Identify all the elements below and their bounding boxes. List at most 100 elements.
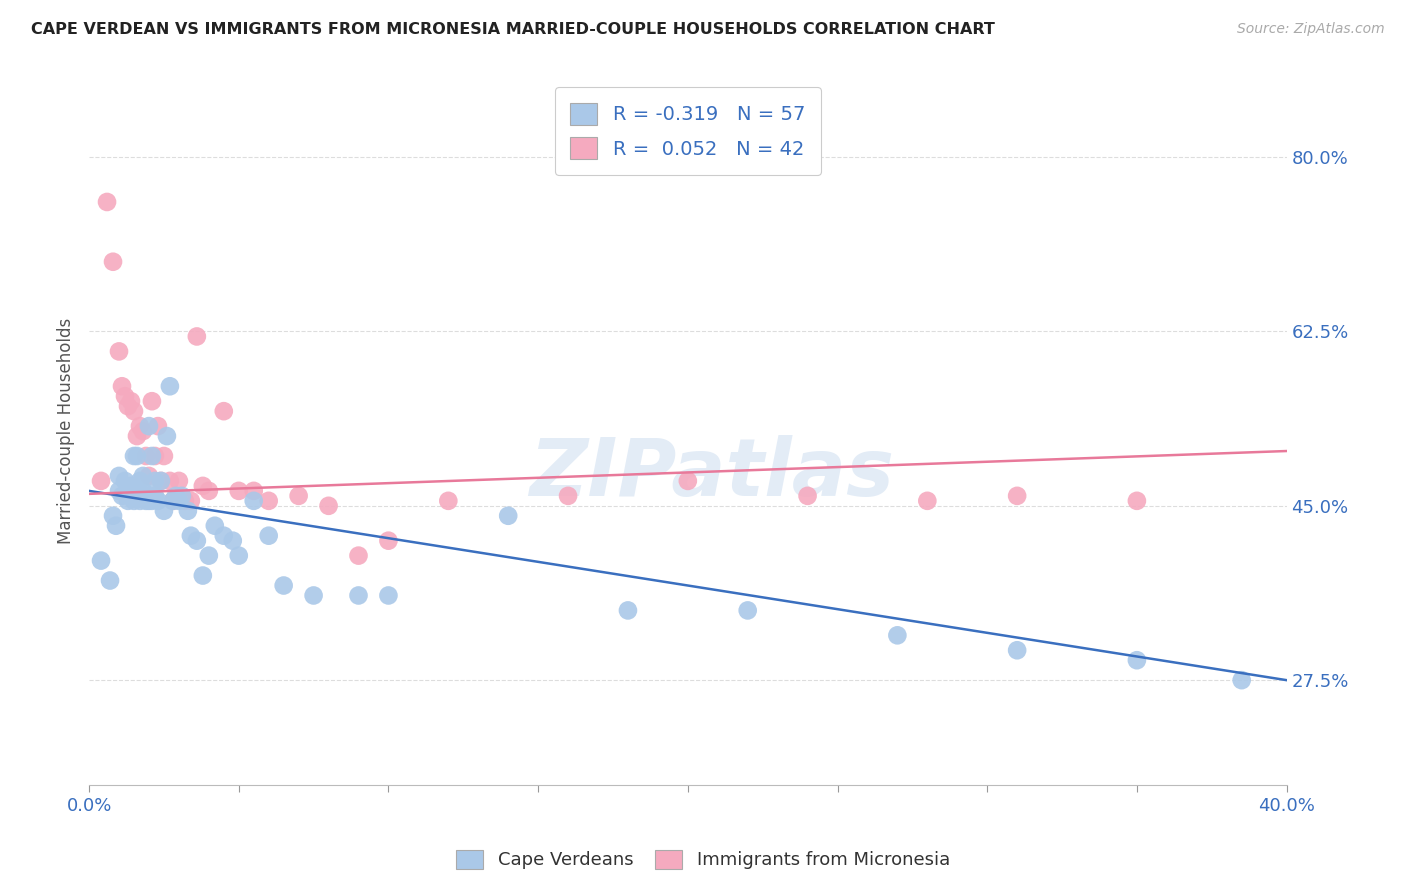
Y-axis label: Married-couple Households: Married-couple Households [58, 318, 75, 544]
Point [1005, 489, 1028, 503]
Point [1126, 653, 1149, 667]
Point [737, 603, 759, 617]
Point [114, 389, 136, 403]
Point [1126, 493, 1149, 508]
Point [96, 194, 118, 209]
Point [98, 574, 121, 588]
Point [165, 489, 187, 503]
Point [496, 508, 519, 523]
Point [198, 483, 221, 498]
Point [347, 589, 370, 603]
Point [101, 508, 124, 523]
Point [153, 504, 176, 518]
Point [377, 533, 399, 548]
Point [111, 489, 134, 503]
Point [129, 419, 152, 434]
Point [125, 429, 148, 443]
Point [170, 489, 193, 503]
Point [186, 329, 208, 343]
Point [149, 474, 172, 488]
Point [90, 474, 112, 488]
Point [886, 628, 908, 642]
Point [141, 493, 163, 508]
Point [117, 399, 139, 413]
Point [177, 504, 200, 518]
Point [318, 499, 340, 513]
Point [143, 449, 166, 463]
Point [153, 449, 176, 463]
Point [125, 479, 148, 493]
Point [149, 474, 172, 488]
Point [122, 404, 145, 418]
Point [273, 578, 295, 592]
Point [228, 549, 250, 563]
Point [101, 254, 124, 268]
Legend: R = -0.319   N = 57, R =  0.052   N = 42: R = -0.319 N = 57, R = 0.052 N = 42 [555, 87, 821, 175]
Point [617, 603, 640, 617]
Point [162, 493, 184, 508]
Point [180, 529, 202, 543]
Text: ZIPatlas: ZIPatlas [529, 434, 894, 513]
Point [120, 479, 142, 493]
Point [222, 533, 245, 548]
Point [143, 489, 166, 503]
Point [132, 424, 155, 438]
Point [156, 429, 179, 443]
Point [167, 493, 190, 508]
Point [90, 553, 112, 567]
Point [186, 533, 208, 548]
Point [138, 493, 160, 508]
Point [796, 489, 818, 503]
Point [1005, 643, 1028, 657]
Point [138, 469, 160, 483]
Point [377, 589, 399, 603]
Point [122, 493, 145, 508]
Point [173, 493, 195, 508]
Point [138, 419, 160, 434]
Point [129, 493, 152, 508]
Point [204, 518, 226, 533]
Point [143, 474, 166, 488]
Point [167, 474, 190, 488]
Point [191, 479, 214, 493]
Point [159, 379, 181, 393]
Point [132, 483, 155, 498]
Point [117, 493, 139, 508]
Point [162, 493, 184, 508]
Point [212, 404, 235, 418]
Text: CAPE VERDEAN VS IMMIGRANTS FROM MICRONESIA MARRIED-COUPLE HOUSEHOLDS CORRELATION: CAPE VERDEAN VS IMMIGRANTS FROM MICRONES… [31, 22, 995, 37]
Point [146, 493, 169, 508]
Point [146, 419, 169, 434]
Point [141, 394, 163, 409]
Point [180, 493, 202, 508]
Point [287, 489, 309, 503]
Point [132, 469, 155, 483]
Point [557, 489, 579, 503]
Point [108, 483, 131, 498]
Point [257, 493, 280, 508]
Point [917, 493, 939, 508]
Point [191, 568, 214, 582]
Point [437, 493, 460, 508]
Legend: Cape Verdeans, Immigrants from Micronesia: Cape Verdeans, Immigrants from Micronesi… [447, 840, 959, 879]
Point [111, 379, 134, 393]
Point [125, 449, 148, 463]
Point [242, 493, 264, 508]
Point [242, 483, 264, 498]
Point [135, 449, 157, 463]
Point [1230, 673, 1253, 688]
Point [135, 489, 157, 503]
Point [212, 529, 235, 543]
Point [114, 474, 136, 488]
Point [347, 549, 370, 563]
Point [129, 474, 152, 488]
Text: Source: ZipAtlas.com: Source: ZipAtlas.com [1237, 22, 1385, 37]
Point [105, 518, 128, 533]
Point [257, 529, 280, 543]
Point [135, 493, 157, 508]
Point [122, 449, 145, 463]
Point [108, 344, 131, 359]
Point [198, 549, 221, 563]
Point [120, 394, 142, 409]
Point [141, 449, 163, 463]
